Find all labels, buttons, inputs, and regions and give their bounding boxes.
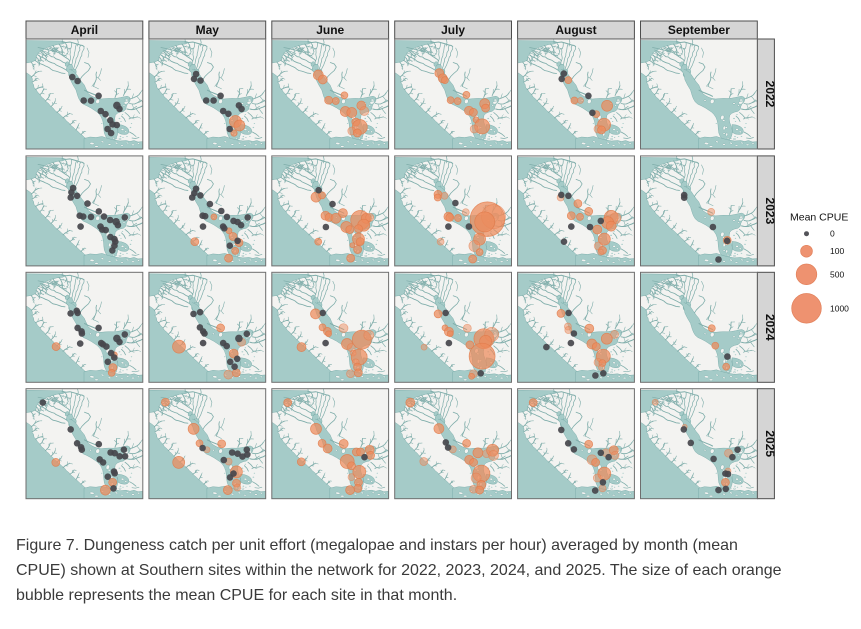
svg-text:August: August	[555, 23, 596, 37]
svg-text:July: July	[441, 23, 465, 37]
svg-text:2023: 2023	[763, 198, 777, 225]
svg-text:June: June	[316, 23, 344, 37]
svg-text:2024: 2024	[763, 314, 777, 341]
svg-text:May: May	[196, 23, 220, 37]
svg-text:Mean CPUE: Mean CPUE	[790, 212, 848, 224]
svg-text:500: 500	[830, 269, 844, 279]
svg-text:2025: 2025	[763, 430, 777, 457]
svg-text:April: April	[71, 23, 98, 37]
svg-text:0: 0	[830, 229, 835, 239]
svg-text:1000: 1000	[830, 303, 849, 313]
svg-text:September: September	[668, 23, 730, 37]
svg-text:100: 100	[830, 246, 844, 256]
svg-text:2022: 2022	[763, 81, 777, 108]
